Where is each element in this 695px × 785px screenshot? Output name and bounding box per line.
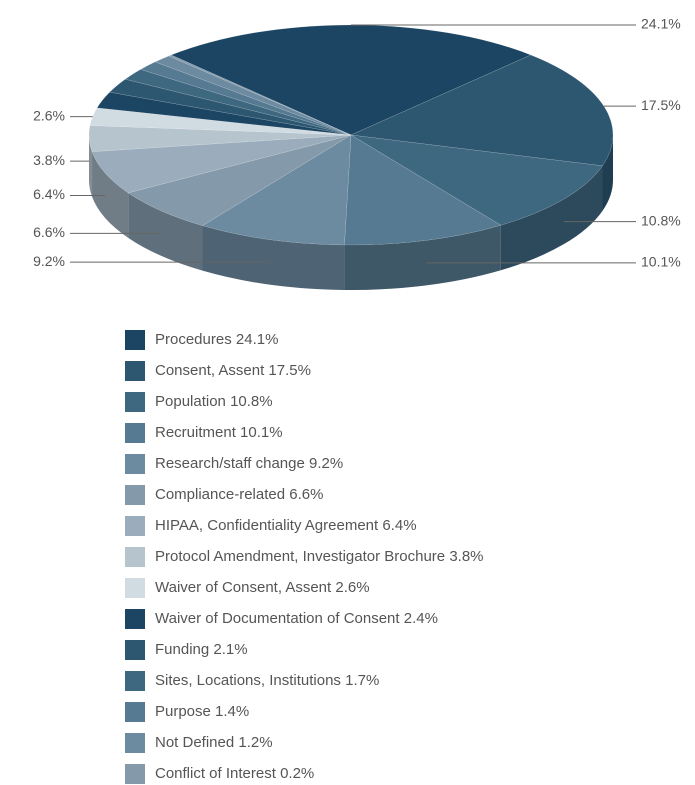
- slice: [201, 134, 352, 246]
- legend-category: Consent, Assent: [155, 362, 265, 379]
- legend-category: Compliance-related: [155, 486, 285, 503]
- legend-category: Recruitment: [155, 424, 237, 441]
- legend-label: Waiver of Consent, Assent 2.6%: [155, 579, 370, 596]
- legend-swatch: [125, 485, 145, 505]
- legend-label: Population 10.8%: [155, 393, 273, 410]
- slice: [140, 61, 352, 136]
- slice-side: [128, 192, 203, 271]
- legend-swatch: [125, 330, 145, 350]
- legend-label: Not Defined 1.2%: [155, 734, 273, 751]
- legend-swatch: [125, 516, 145, 536]
- legend-swatch: [125, 764, 145, 784]
- slice-side: [602, 135, 613, 211]
- legend-label: Purpose 1.4%: [155, 703, 249, 720]
- legend-swatch: [125, 671, 145, 691]
- legend-label: Sites, Locations, Institutions 1.7%: [155, 672, 379, 689]
- legend-value: 10.8%: [230, 393, 273, 410]
- pie-tops: [88, 24, 614, 246]
- legend-label: Consent, Assent 17.5%: [155, 362, 311, 379]
- slice-label: 24.1%: [641, 16, 681, 32]
- slice: [127, 134, 352, 226]
- legend-label: Protocol Amendment, Investigator Brochur…: [155, 548, 484, 565]
- slice: [344, 134, 502, 246]
- legend-value: 0.2%: [280, 765, 314, 782]
- slice-side: [344, 225, 501, 290]
- legend-swatch: [125, 733, 145, 753]
- slice-label: 17.5%: [641, 97, 681, 113]
- legend-label: Procedures 24.1%: [155, 331, 278, 348]
- legend-label: Compliance-related 6.6%: [155, 486, 323, 503]
- legend-value: 1.7%: [345, 672, 379, 689]
- slice-label: 10.8%: [641, 212, 681, 228]
- slice-label: 6.4%: [33, 186, 65, 202]
- legend-label: Waiver of Documentation of Consent 2.4%: [155, 610, 438, 627]
- legend-swatch: [125, 640, 145, 660]
- legend-swatch: [125, 578, 145, 598]
- slice: [96, 91, 352, 136]
- legend-swatch: [125, 609, 145, 629]
- slice-side: [500, 165, 603, 271]
- slice-side: [92, 151, 129, 238]
- slice: [350, 134, 603, 226]
- legend-category: Protocol Amendment, Investigator Brochur…: [155, 548, 445, 565]
- legend-value: 24.1%: [236, 331, 279, 348]
- legend-value: 2.6%: [335, 579, 369, 596]
- legend-label: Funding 2.1%: [155, 641, 248, 658]
- legend-swatch: [125, 361, 145, 381]
- slice-label: 9.2%: [33, 253, 65, 269]
- legend-category: Conflict of Interest: [155, 765, 277, 782]
- slice: [124, 69, 352, 136]
- slice-label: 3.8%: [33, 152, 65, 168]
- legend-value: 10.1%: [240, 424, 283, 441]
- legend-category: Procedures: [155, 331, 232, 348]
- legend-value: 17.5%: [268, 362, 311, 379]
- legend-category: Not Defined: [155, 734, 234, 751]
- legend-category: HIPAA, Confidentiality Agreement: [155, 517, 379, 534]
- legend-category: Research/staff change: [155, 455, 305, 472]
- legend-value: 2.4%: [404, 610, 438, 627]
- slice-label: 10.1%: [641, 254, 681, 270]
- legend: Procedures 24.1% Consent, Assent 17.5% Pop…: [125, 330, 484, 784]
- legend-category: Purpose: [155, 703, 211, 720]
- slice: [109, 78, 352, 136]
- legend-category: Population: [155, 393, 226, 410]
- slice-side: [202, 225, 345, 290]
- legend-category: Waiver of Consent, Assent: [155, 579, 332, 596]
- legend-swatch: [125, 423, 145, 443]
- slice: [88, 125, 352, 152]
- legend-value: 9.2%: [309, 455, 343, 472]
- legend-swatch: [125, 454, 145, 474]
- legend-value: 3.8%: [449, 548, 483, 565]
- pie-sides: [89, 135, 613, 290]
- legend-swatch: [125, 392, 145, 412]
- legend-category: Funding: [155, 641, 209, 658]
- legend-label: Recruitment 10.1%: [155, 424, 283, 441]
- legend-swatch: [125, 547, 145, 567]
- slice-side: [89, 135, 93, 197]
- legend-value: 6.4%: [382, 517, 416, 534]
- legend-label: Research/staff change 9.2%: [155, 455, 343, 472]
- legend-label: HIPAA, Confidentiality Agreement 6.4%: [155, 517, 417, 534]
- slice-label: 6.6%: [33, 224, 65, 240]
- slice: [91, 134, 352, 194]
- legend-category: Waiver of Documentation of Consent: [155, 610, 400, 627]
- legend-value: 1.2%: [238, 734, 272, 751]
- legend-label: Conflict of Interest 0.2%: [155, 765, 314, 782]
- slice-label: 2.6%: [33, 107, 65, 123]
- legend-value: 2.1%: [213, 641, 247, 658]
- legend-value: 1.4%: [215, 703, 249, 720]
- slice: [154, 55, 352, 136]
- legend-swatch: [125, 702, 145, 722]
- pie-labels: 24.1% 17.5% 10.8% 10.1% 9.2% 6.6% 6.4% 3.8% 2.6%: [33, 16, 681, 270]
- legend-value: 6.6%: [289, 486, 323, 503]
- legend-category: Sites, Locations, Institutions: [155, 672, 341, 689]
- slice: [168, 54, 352, 136]
